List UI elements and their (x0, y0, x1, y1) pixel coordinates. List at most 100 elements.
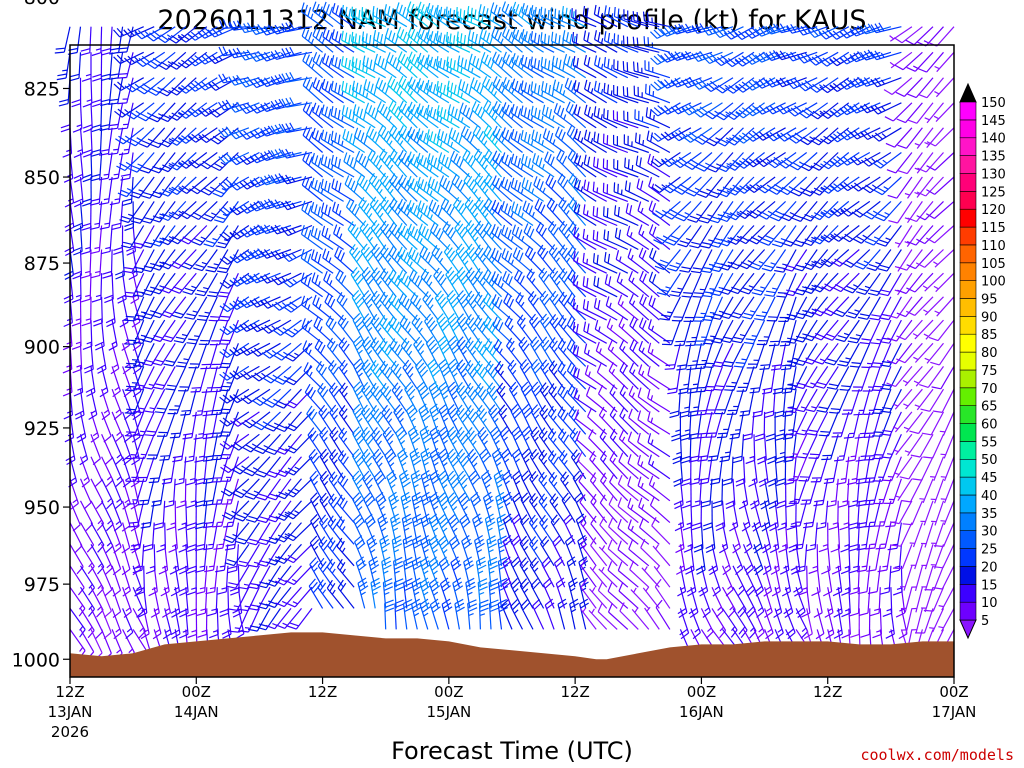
barb-shaft (338, 435, 355, 458)
wind-barb (218, 176, 250, 191)
barb-half-feather (397, 373, 402, 379)
barb-half-feather (253, 490, 260, 494)
barb-half-feather (377, 327, 382, 333)
barb-feather (222, 279, 232, 287)
barb-shaft (301, 233, 323, 250)
barb-feather (277, 400, 287, 406)
barb-feather (90, 436, 100, 443)
barb-half-feather (386, 17, 389, 23)
wind-barb (251, 365, 281, 382)
barb-feather (394, 586, 405, 591)
barb-feather (371, 131, 377, 141)
barb-shaft (350, 274, 366, 298)
barb-feather (270, 125, 277, 135)
barb-feather (274, 149, 281, 159)
barb-feather (239, 52, 246, 61)
barb-feather (188, 338, 198, 341)
barb-half-feather (125, 432, 131, 437)
barb-half-feather (367, 484, 373, 490)
barb-shaft (226, 200, 250, 216)
barb-feather (170, 432, 181, 435)
barb-shaft (199, 366, 208, 392)
wind-barb (255, 456, 281, 478)
barb-half-feather (333, 481, 338, 487)
barb-half-feather (452, 417, 458, 423)
barb-shaft (256, 565, 271, 589)
wind-barb (132, 544, 145, 574)
barb-feather (218, 19, 224, 29)
barb-shaft (153, 608, 162, 634)
barb-feather (219, 305, 228, 313)
barb-shaft (79, 608, 95, 631)
barb-feather (219, 443, 228, 450)
barb-feather (304, 227, 309, 237)
barb-feather (312, 1, 317, 11)
barb-feather (387, 76, 393, 86)
barb-feather (274, 379, 284, 385)
barb-feather (433, 58, 437, 69)
barb-shaft (183, 456, 187, 483)
barb-feather (201, 134, 211, 141)
barb-feather (225, 152, 234, 161)
barb-feather (132, 217, 143, 221)
barb-shaft (208, 176, 229, 196)
barb-feather (229, 183, 238, 191)
barb-feather (233, 394, 241, 402)
barb-feather (143, 544, 153, 548)
barb-half-feather (95, 294, 102, 298)
barb-shaft (184, 343, 197, 368)
barb-feather (207, 294, 217, 298)
wind-barb (342, 128, 366, 154)
barb-shaft (107, 127, 113, 154)
barb-shaft (312, 60, 334, 79)
barb-feather (374, 109, 379, 120)
barb-shaft (101, 586, 112, 612)
barb-shaft (132, 272, 145, 298)
barb-shaft (185, 587, 189, 614)
barb-feather (87, 566, 95, 575)
barb-shaft (341, 39, 365, 53)
barb-shaft (69, 565, 85, 588)
barb-feather (253, 52, 261, 61)
barb-half-feather (419, 214, 423, 220)
barb-feather (314, 228, 318, 238)
barb-feather (177, 112, 187, 119)
barb-feather (423, 181, 428, 191)
barb-shaft (132, 366, 142, 392)
barb-feather (274, 75, 281, 84)
wind-barb (145, 544, 156, 575)
wind-barb (111, 522, 122, 554)
barb-feather (155, 383, 165, 387)
barb-feather (331, 385, 338, 394)
barb-feather (95, 345, 105, 351)
barb-half-feather (251, 419, 257, 424)
wind-barb (99, 201, 113, 230)
barb-feather (225, 126, 233, 135)
barb-shaft (319, 455, 334, 480)
barb-half-feather (260, 105, 265, 111)
barb-half-feather (128, 213, 134, 217)
wind-barb (100, 225, 113, 255)
barb-feather (315, 54, 321, 64)
barb-half-feather (136, 586, 142, 591)
wind-barb (300, 2, 323, 28)
barb-half-feather (377, 440, 382, 446)
barb-shaft (164, 608, 172, 634)
barb-feather (307, 277, 312, 287)
barb-shaft (320, 187, 344, 202)
barb-feather (439, 175, 445, 185)
barb-feather (95, 501, 104, 510)
wind-barb (125, 456, 145, 482)
barb-shaft (132, 434, 141, 460)
wind-barb (111, 608, 122, 640)
barb-shaft (321, 113, 344, 129)
wind-barb (158, 77, 187, 97)
barb-feather (254, 449, 264, 455)
wind-barb (90, 478, 104, 510)
barb-feather (149, 143, 159, 149)
barb-feather (193, 237, 204, 243)
barb-feather (113, 83, 122, 91)
barb-shaft (79, 273, 82, 300)
barb-feather (90, 274, 101, 279)
barb-feather (219, 373, 228, 381)
